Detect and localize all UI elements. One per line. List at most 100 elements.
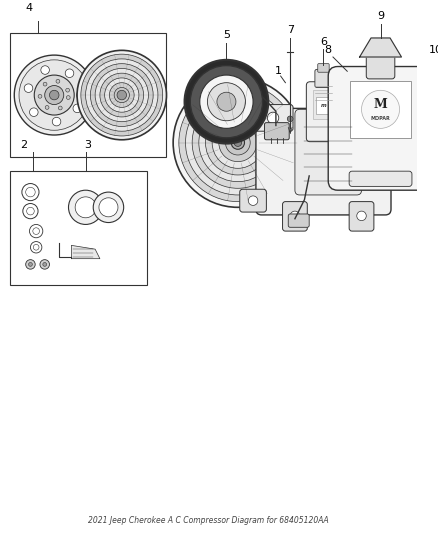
Circle shape: [29, 108, 38, 117]
Circle shape: [90, 63, 153, 126]
Circle shape: [43, 82, 47, 86]
Circle shape: [38, 94, 42, 98]
Bar: [316, 97, 331, 114]
Circle shape: [58, 106, 62, 110]
Circle shape: [100, 73, 144, 117]
Circle shape: [99, 198, 118, 217]
Circle shape: [290, 211, 300, 221]
FancyBboxPatch shape: [366, 54, 395, 79]
Text: 10: 10: [429, 45, 438, 55]
Circle shape: [26, 260, 35, 269]
Polygon shape: [71, 245, 100, 259]
Circle shape: [81, 54, 162, 136]
Circle shape: [40, 260, 49, 269]
Bar: [10, 33, 166, 157]
Circle shape: [226, 130, 250, 155]
Bar: [313, 90, 334, 119]
Circle shape: [219, 124, 257, 161]
Text: 4: 4: [25, 3, 32, 13]
Circle shape: [212, 117, 264, 168]
Polygon shape: [360, 38, 402, 57]
Text: M: M: [374, 98, 388, 111]
Circle shape: [93, 192, 124, 223]
Circle shape: [360, 121, 373, 134]
Circle shape: [33, 245, 39, 250]
Circle shape: [31, 241, 42, 253]
FancyBboxPatch shape: [349, 171, 412, 187]
Circle shape: [234, 139, 242, 147]
Circle shape: [205, 110, 270, 175]
FancyBboxPatch shape: [265, 123, 289, 140]
Circle shape: [114, 87, 129, 103]
Circle shape: [34, 75, 74, 115]
FancyBboxPatch shape: [328, 67, 433, 190]
FancyBboxPatch shape: [240, 189, 266, 212]
Circle shape: [199, 103, 277, 182]
Circle shape: [173, 78, 303, 207]
Circle shape: [287, 116, 293, 122]
Text: 9: 9: [377, 11, 384, 21]
Text: 5: 5: [223, 30, 230, 40]
FancyBboxPatch shape: [256, 108, 391, 215]
Bar: [350, 81, 411, 138]
Text: 3: 3: [84, 140, 91, 150]
Bar: [10, 171, 148, 285]
Circle shape: [85, 59, 158, 131]
Circle shape: [66, 88, 70, 92]
FancyBboxPatch shape: [254, 104, 293, 131]
Circle shape: [56, 79, 60, 83]
Circle shape: [65, 69, 74, 77]
Circle shape: [45, 85, 64, 104]
Text: m: m: [321, 103, 326, 108]
Circle shape: [49, 90, 59, 100]
Circle shape: [24, 84, 33, 92]
Circle shape: [27, 207, 34, 215]
Circle shape: [52, 117, 61, 126]
Circle shape: [22, 183, 39, 200]
Circle shape: [179, 84, 297, 201]
Circle shape: [357, 211, 366, 221]
FancyBboxPatch shape: [288, 214, 309, 227]
Circle shape: [67, 95, 70, 100]
Circle shape: [110, 83, 134, 108]
Circle shape: [29, 224, 43, 238]
Circle shape: [200, 75, 253, 128]
Circle shape: [19, 60, 89, 130]
Text: 1: 1: [275, 66, 282, 76]
Circle shape: [186, 90, 290, 195]
Circle shape: [192, 97, 283, 188]
FancyBboxPatch shape: [349, 143, 381, 169]
Circle shape: [190, 66, 262, 138]
Circle shape: [267, 112, 279, 124]
Circle shape: [248, 196, 258, 205]
Circle shape: [77, 50, 166, 140]
Circle shape: [28, 262, 32, 266]
Circle shape: [26, 187, 35, 197]
Circle shape: [43, 262, 46, 266]
Circle shape: [23, 204, 38, 219]
Circle shape: [208, 83, 245, 121]
Circle shape: [105, 78, 139, 112]
FancyBboxPatch shape: [283, 201, 307, 231]
Circle shape: [14, 55, 94, 135]
FancyBboxPatch shape: [306, 82, 341, 142]
Text: 6: 6: [320, 37, 327, 47]
FancyBboxPatch shape: [348, 113, 385, 142]
Text: 8: 8: [325, 45, 332, 55]
Circle shape: [117, 90, 127, 100]
Text: 7: 7: [286, 26, 294, 35]
FancyBboxPatch shape: [349, 201, 374, 231]
Circle shape: [217, 92, 236, 111]
FancyBboxPatch shape: [318, 63, 329, 72]
Text: MOPAR: MOPAR: [371, 116, 390, 122]
Circle shape: [184, 60, 268, 143]
Circle shape: [77, 91, 85, 99]
Text: 2: 2: [20, 140, 27, 150]
Circle shape: [231, 136, 244, 149]
Circle shape: [45, 106, 49, 109]
Text: 2021 Jeep Cherokee A C Compressor Diagram for 68405120AA: 2021 Jeep Cherokee A C Compressor Diagra…: [88, 516, 329, 525]
FancyBboxPatch shape: [315, 69, 332, 87]
Circle shape: [73, 104, 81, 112]
Circle shape: [361, 90, 399, 128]
FancyBboxPatch shape: [295, 109, 361, 195]
